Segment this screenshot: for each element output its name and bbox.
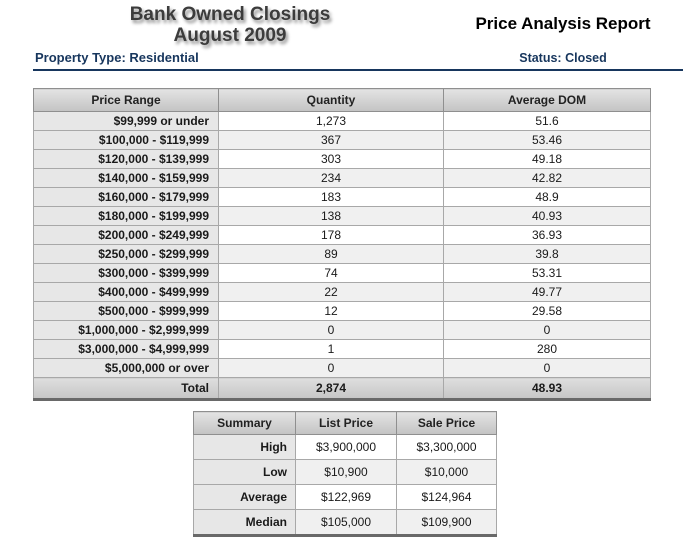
table-row: $160,000 - $179,999 183 48.9 — [33, 187, 651, 207]
price-range-cell: $180,000 - $199,999 — [33, 206, 219, 226]
column-header-average-dom: Average DOM — [443, 88, 651, 112]
summary-table: Summary List Price Sale Price High $3,90… — [193, 411, 497, 537]
total-average-dom: 48.93 — [443, 377, 651, 400]
summary-label-cell: Median — [193, 509, 296, 536]
table-row: $200,000 - $249,999 178 36.93 — [33, 225, 651, 245]
list-price-cell: $10,900 — [295, 459, 397, 485]
status-label: Status: Closed — [519, 51, 607, 65]
column-header-list-price: List Price — [295, 411, 397, 435]
sale-price-cell: $109,900 — [396, 509, 497, 536]
average-dom-cell: 0 — [443, 358, 651, 378]
total-quantity: 2,874 — [218, 377, 444, 400]
summary-row: Low $10,900 $10,000 — [193, 459, 497, 485]
price-range-cell: $250,000 - $299,999 — [33, 244, 219, 264]
table-row: $99,999 or under 1,273 51.6 — [33, 111, 651, 131]
table-row: $5,000,000 or over 0 0 — [33, 358, 651, 378]
summary-label-cell: Low — [193, 459, 296, 485]
average-dom-cell: 49.18 — [443, 149, 651, 169]
report-title: Bank Owned Closings August 2009 — [90, 4, 370, 46]
table-row: $500,000 - $999,999 12 29.58 — [33, 301, 651, 321]
column-header-summary: Summary — [193, 411, 296, 435]
price-range-cell: $200,000 - $249,999 — [33, 225, 219, 245]
summary-row: Average $122,969 $124,964 — [193, 484, 497, 510]
total-label: Total — [33, 377, 219, 400]
quantity-cell: 0 — [218, 320, 444, 340]
price-range-cell: $3,000,000 - $4,999,999 — [33, 339, 219, 359]
sale-price-cell: $124,964 — [396, 484, 497, 510]
property-type-label: Property Type: Residential — [35, 50, 199, 65]
report-title-line1: Bank Owned Closings — [129, 4, 331, 25]
quantity-cell: 22 — [218, 282, 444, 302]
table-header-row: Price Range Quantity Average DOM — [33, 88, 651, 112]
table-row: $120,000 - $139,999 303 49.18 — [33, 149, 651, 169]
price-range-cell: $500,000 - $999,999 — [33, 301, 219, 321]
total-row: Total 2,874 48.93 — [33, 377, 651, 400]
average-dom-cell: 53.31 — [443, 263, 651, 283]
list-price-cell: $105,000 — [295, 509, 397, 536]
summary-label-cell: High — [193, 434, 296, 460]
quantity-cell: 0 — [218, 358, 444, 378]
average-dom-cell: 48.9 — [443, 187, 651, 207]
table-row: $400,000 - $499,999 22 49.77 — [33, 282, 651, 302]
sale-price-cell: $10,000 — [396, 459, 497, 485]
quantity-cell: 1,273 — [218, 111, 444, 131]
summary-header-row: Summary List Price Sale Price — [193, 411, 497, 435]
price-range-cell: $100,000 - $119,999 — [33, 130, 219, 150]
table-row: $180,000 - $199,999 138 40.93 — [33, 206, 651, 226]
price-range-cell: $140,000 - $159,999 — [33, 168, 219, 188]
header-divider — [33, 69, 683, 71]
table-row: $300,000 - $399,999 74 53.31 — [33, 263, 651, 283]
table-row: $250,000 - $299,999 89 39.8 — [33, 244, 651, 264]
sale-price-cell: $3,300,000 — [396, 434, 497, 460]
quantity-cell: 74 — [218, 263, 444, 283]
table-row: $1,000,000 - $2,999,999 0 0 — [33, 320, 651, 340]
column-header-quantity: Quantity — [218, 88, 444, 112]
summary-label-cell: Average — [193, 484, 296, 510]
column-header-sale-price: Sale Price — [396, 411, 497, 435]
average-dom-cell: 51.6 — [443, 111, 651, 131]
quantity-cell: 183 — [218, 187, 444, 207]
summary-row: High $3,900,000 $3,300,000 — [193, 434, 497, 460]
average-dom-cell: 39.8 — [443, 244, 651, 264]
quantity-cell: 367 — [218, 130, 444, 150]
average-dom-cell: 40.93 — [443, 206, 651, 226]
average-dom-cell: 53.46 — [443, 130, 651, 150]
price-range-cell: $99,999 or under — [33, 111, 219, 131]
quantity-cell: 178 — [218, 225, 444, 245]
price-range-cell: $5,000,000 or over — [33, 358, 219, 378]
quantity-cell: 12 — [218, 301, 444, 321]
list-price-cell: $3,900,000 — [295, 434, 397, 460]
price-analysis-table: Price Range Quantity Average DOM $99,999… — [33, 88, 651, 401]
quantity-cell: 1 — [218, 339, 444, 359]
average-dom-cell: 29.58 — [443, 301, 651, 321]
quantity-cell: 234 — [218, 168, 444, 188]
price-range-cell: $120,000 - $139,999 — [33, 149, 219, 169]
quantity-cell: 89 — [218, 244, 444, 264]
table-row: $100,000 - $119,999 367 53.46 — [33, 130, 651, 150]
average-dom-cell: 0 — [443, 320, 651, 340]
quantity-cell: 303 — [218, 149, 444, 169]
report-title-line2: August 2009 — [173, 25, 287, 46]
price-range-cell: $300,000 - $399,999 — [33, 263, 219, 283]
average-dom-cell: 42.82 — [443, 168, 651, 188]
list-price-cell: $122,969 — [295, 484, 397, 510]
price-range-cell: $1,000,000 - $2,999,999 — [33, 320, 219, 340]
column-header-price-range: Price Range — [33, 88, 219, 112]
price-range-cell: $160,000 - $179,999 — [33, 187, 219, 207]
table-row: $140,000 - $159,999 234 42.82 — [33, 168, 651, 188]
report-subtitle: Price Analysis Report — [475, 14, 651, 33]
price-range-cell: $400,000 - $499,999 — [33, 282, 219, 302]
quantity-cell: 138 — [218, 206, 444, 226]
summary-row: Median $105,000 $109,900 — [193, 509, 497, 536]
average-dom-cell: 280 — [443, 339, 651, 359]
average-dom-cell: 36.93 — [443, 225, 651, 245]
average-dom-cell: 49.77 — [443, 282, 651, 302]
table-row: $3,000,000 - $4,999,999 1 280 — [33, 339, 651, 359]
